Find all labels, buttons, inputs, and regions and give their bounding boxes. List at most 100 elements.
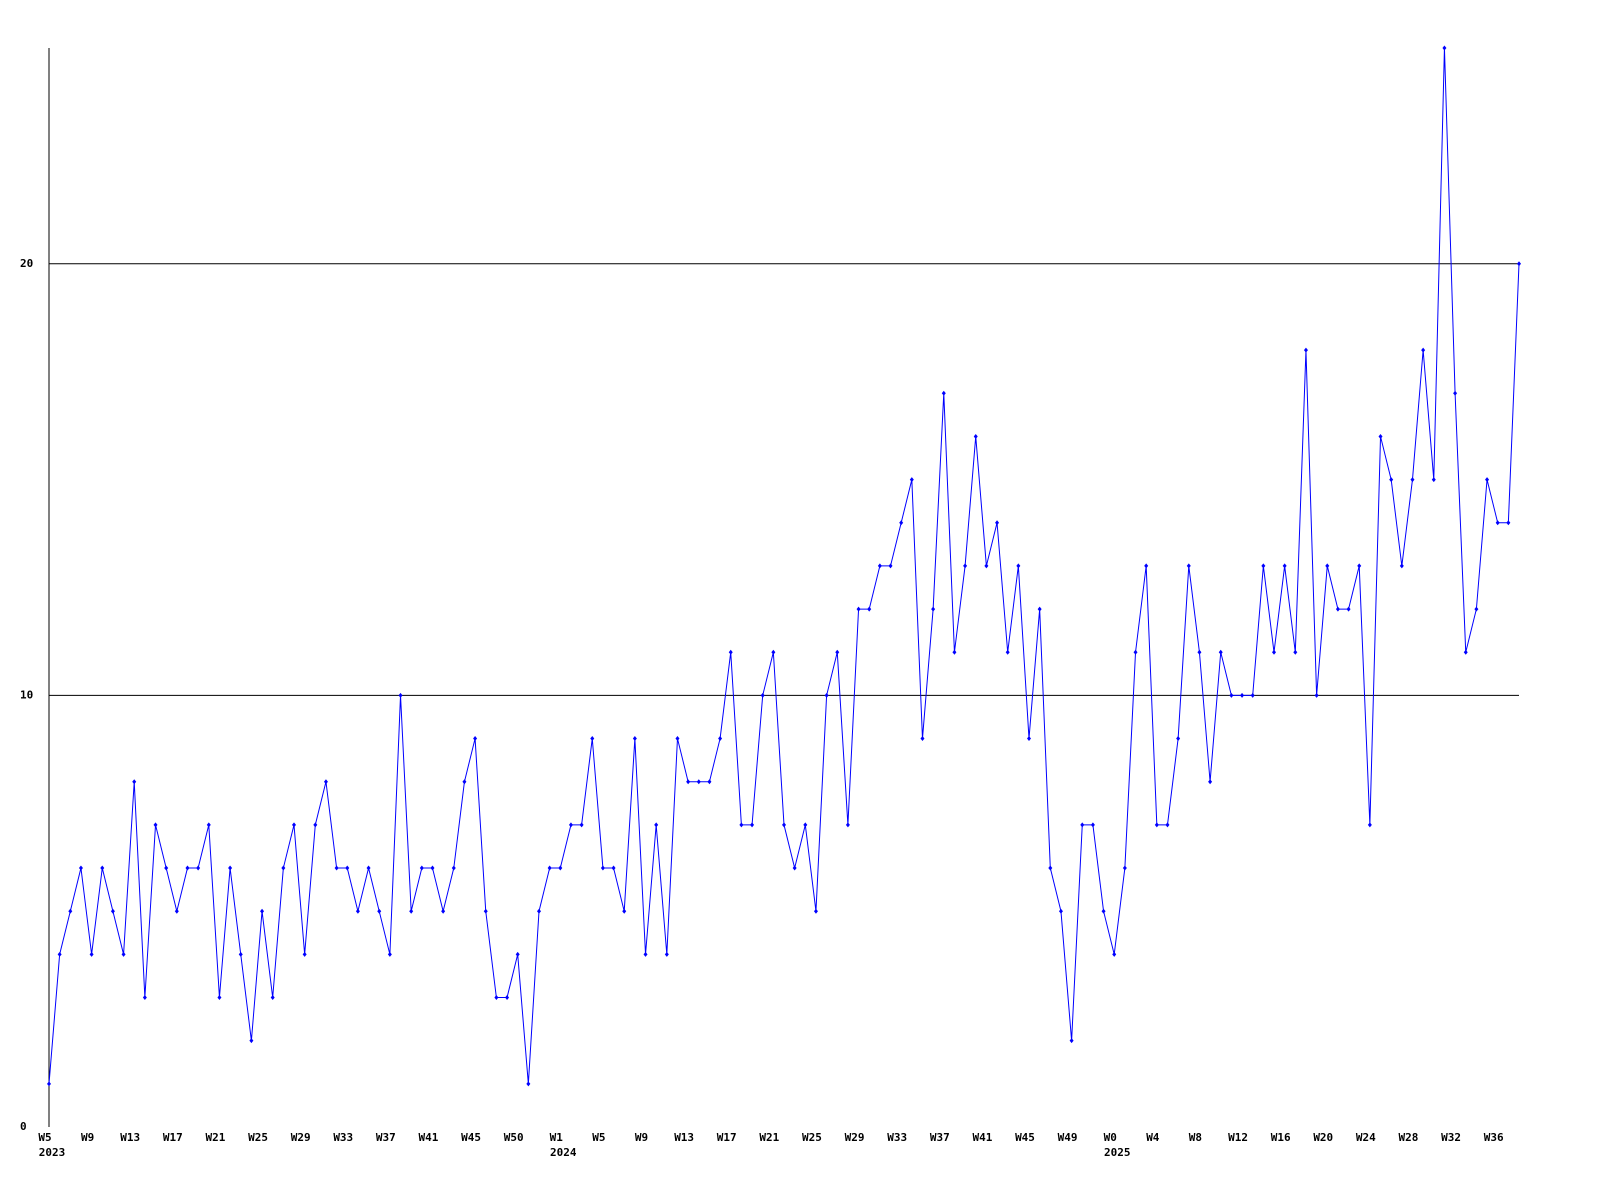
point xyxy=(568,822,573,828)
point xyxy=(1122,865,1127,871)
x-tick-label: W41 xyxy=(972,1131,992,1144)
point xyxy=(110,908,115,914)
point xyxy=(164,865,169,871)
point xyxy=(845,822,850,828)
point xyxy=(451,865,456,871)
point xyxy=(57,951,62,957)
point xyxy=(1314,692,1319,698)
x-tick-label: W33 xyxy=(887,1131,907,1144)
point xyxy=(909,477,914,483)
point xyxy=(952,649,957,655)
point xyxy=(89,951,94,957)
point xyxy=(1293,649,1298,655)
point xyxy=(462,779,467,785)
point xyxy=(387,951,392,957)
point xyxy=(1357,563,1362,569)
point xyxy=(654,822,659,828)
point xyxy=(1218,649,1223,655)
y-tick-label: 10 xyxy=(20,688,33,701)
point xyxy=(590,736,595,742)
point xyxy=(505,995,510,1001)
y-tick-label: 20 xyxy=(20,257,33,270)
point xyxy=(68,908,73,914)
x-group-label: 2024 xyxy=(550,1146,577,1159)
point xyxy=(579,822,584,828)
point xyxy=(835,649,840,655)
point xyxy=(483,908,488,914)
x-tick-label: W25 xyxy=(802,1131,822,1144)
point xyxy=(1282,563,1287,569)
line xyxy=(48,47,1520,1084)
point xyxy=(963,563,968,569)
x-tick-label: W45 xyxy=(461,1131,481,1144)
point xyxy=(622,908,627,914)
point xyxy=(941,390,946,396)
x-tick-label: W50 xyxy=(504,1131,524,1144)
point xyxy=(1303,347,1308,353)
point xyxy=(377,908,382,914)
x-tick-label: W17 xyxy=(717,1131,737,1144)
point xyxy=(1378,433,1383,439)
point xyxy=(867,606,872,612)
x-tick-label: W28 xyxy=(1399,1131,1419,1144)
point xyxy=(537,908,541,914)
x-tick-label: W24 xyxy=(1356,1131,1376,1144)
point xyxy=(1058,908,1063,914)
point xyxy=(1197,649,1202,655)
point xyxy=(1240,692,1245,698)
point xyxy=(1346,606,1351,612)
point xyxy=(174,908,179,914)
point xyxy=(334,865,339,871)
x-tick-label: W4 xyxy=(1146,1131,1160,1144)
point xyxy=(718,736,723,742)
point xyxy=(1154,822,1159,828)
point xyxy=(643,951,648,957)
point xyxy=(877,563,882,569)
x-tick-label: W36 xyxy=(1484,1131,1504,1144)
point xyxy=(1485,477,1490,483)
x-tick-label: W37 xyxy=(930,1131,950,1144)
point xyxy=(78,865,83,871)
point xyxy=(739,822,744,828)
point xyxy=(1208,779,1213,785)
point xyxy=(792,865,797,871)
point xyxy=(1229,692,1234,698)
point xyxy=(803,822,808,828)
point xyxy=(473,736,478,742)
x-tick-label: W49 xyxy=(1058,1131,1078,1144)
point xyxy=(1176,736,1181,742)
point xyxy=(1101,908,1106,914)
point xyxy=(419,865,424,871)
point xyxy=(47,1081,51,1087)
point xyxy=(1037,606,1042,612)
x-tick-label: W29 xyxy=(845,1131,865,1144)
x-tick-label: W37 xyxy=(376,1131,396,1144)
point xyxy=(931,606,936,612)
point xyxy=(1133,649,1138,655)
point xyxy=(1261,563,1266,569)
x-group-label: 2023 xyxy=(39,1146,66,1159)
point xyxy=(707,779,712,785)
point xyxy=(409,908,414,914)
x-tick-label: W12 xyxy=(1228,1131,1248,1144)
point xyxy=(1027,736,1031,742)
x-tick-label: W5 xyxy=(592,1131,605,1144)
point xyxy=(600,865,605,871)
x-tick-label: W9 xyxy=(635,1131,648,1144)
x-tick-label: W41 xyxy=(419,1131,439,1144)
point xyxy=(686,779,691,785)
x-tick-label: W8 xyxy=(1189,1131,1202,1144)
point xyxy=(100,865,105,871)
point xyxy=(132,779,137,785)
point xyxy=(398,692,403,698)
point xyxy=(1335,606,1340,612)
point xyxy=(824,692,829,698)
point xyxy=(664,951,669,957)
x-tick-label: W5 xyxy=(38,1131,51,1144)
x-tick-label: W17 xyxy=(163,1131,183,1144)
y-tick-label: 0 xyxy=(20,1120,27,1133)
point xyxy=(856,606,861,612)
point xyxy=(1048,865,1053,871)
point xyxy=(1325,563,1330,569)
